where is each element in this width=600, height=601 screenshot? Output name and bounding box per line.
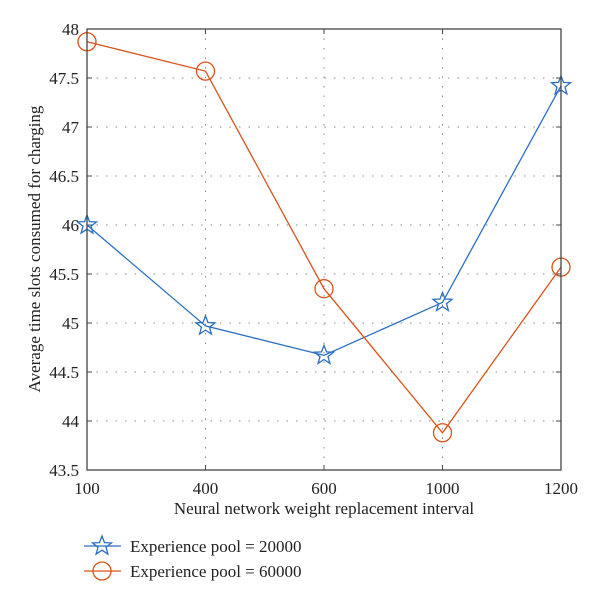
series-layer [75, 32, 573, 443]
legend-label: Experience pool = 60000 [130, 562, 302, 581]
x-tick-label: 1000 [426, 479, 460, 498]
y-tick-label: 46.5 [49, 167, 79, 186]
y-tick-label: 47.5 [49, 69, 79, 88]
series-line [86, 85, 562, 357]
x-axis-label: Neural network weight replacement interv… [174, 499, 474, 518]
y-tick-label: 45 [62, 314, 79, 333]
grid-lines [86, 28, 562, 471]
x-tick-label: 600 [311, 479, 337, 498]
y-tick-label: 44 [62, 412, 80, 431]
x-tick-label: 400 [193, 479, 219, 498]
y-tick-label: 48 [62, 20, 79, 39]
legend-label: Experience pool = 20000 [130, 537, 302, 556]
star-marker [90, 534, 114, 556]
series-star [75, 73, 573, 365]
plot-frame [86, 28, 562, 471]
y-axis-label: Average time slots consumed for charging [25, 105, 44, 392]
y-tick-label: 44.5 [49, 363, 79, 382]
circle-marker [432, 423, 453, 443]
x-tick-label: 100 [74, 479, 100, 498]
x-tick-label: 1200 [544, 479, 578, 498]
y-tick-label: 45.5 [49, 265, 79, 284]
y-tick-label: 46 [62, 216, 79, 235]
y-tick-label: 47 [62, 118, 80, 137]
y-tick-labels: 43.5 44 44.5 45 45.5 46 46.5 47 47.5 48 [49, 20, 79, 480]
circle-marker [314, 279, 334, 299]
series-circle [77, 32, 571, 443]
circle-marker [195, 61, 216, 81]
legend: Experience pool = 20000 Experience pool =… [84, 534, 302, 581]
star-marker [312, 343, 336, 365]
star-marker [194, 314, 217, 336]
x-tick-labels: 100 400 600 1000 1200 [74, 479, 578, 498]
circle-marker [92, 561, 112, 581]
legend-item: Experience pool = 60000 [84, 561, 302, 581]
star-marker [431, 290, 454, 313]
y-tick-label: 43.5 [49, 461, 79, 480]
legend-item: Experience pool = 20000 [84, 534, 302, 556]
series-line [86, 41, 562, 434]
